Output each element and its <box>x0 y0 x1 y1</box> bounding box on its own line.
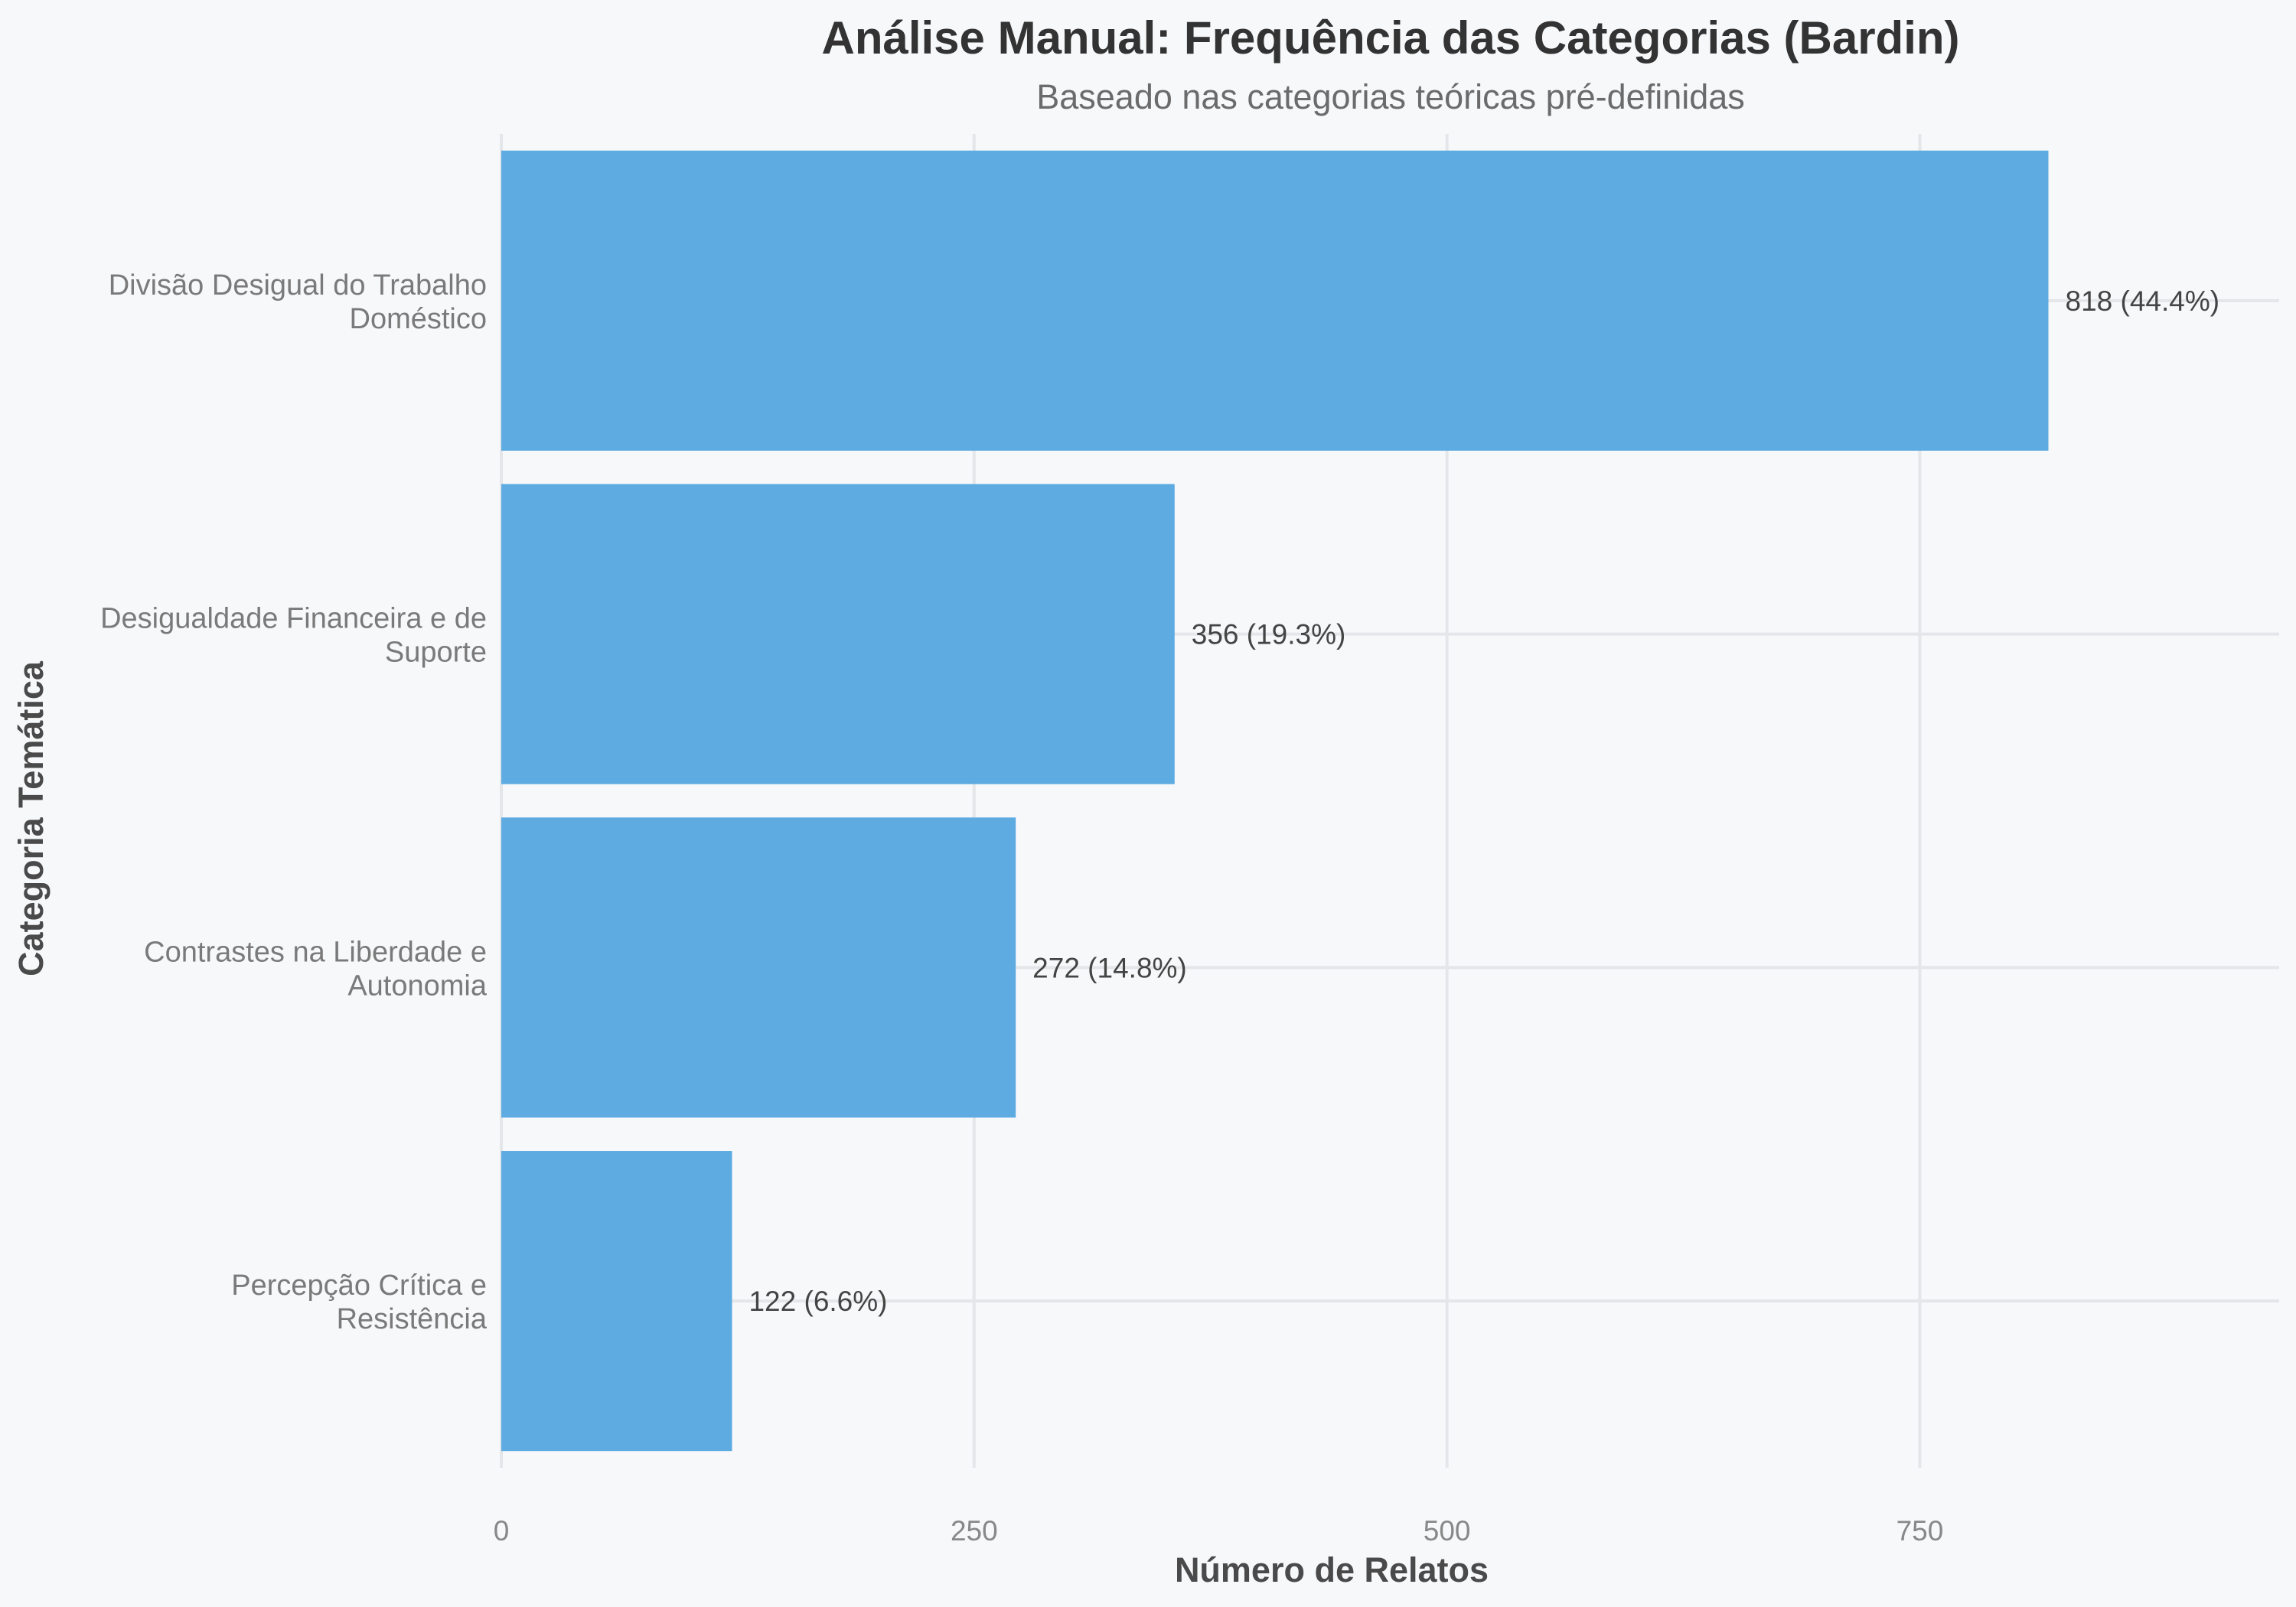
data-labels: 818 (44.4%) 356 (19.3%) 272 (14.8%) 122 (6.… <box>748 285 2219 1317</box>
x-tick-labels: 0 250 500 750 <box>494 1515 1944 1547</box>
category-label: Percepção Crítica e Resistência <box>231 1270 488 1335</box>
category-label: Desigualdade Financeira e de Suporte <box>100 603 487 669</box>
bar-value-label: 122 (6.6%) <box>748 1286 887 1317</box>
category-label: Divisão Desigual do Trabalho Doméstico <box>109 269 487 335</box>
bar <box>501 150 2049 451</box>
bar <box>501 1151 732 1452</box>
bar <box>501 484 1175 784</box>
x-tick-label: 750 <box>1896 1515 1944 1547</box>
bar-value-label: 356 (19.3%) <box>1192 619 1346 650</box>
category-label: Contrastes na Liberdade e Autonomia <box>144 936 488 1002</box>
x-tick-label: 0 <box>494 1515 510 1547</box>
bar-value-label: 272 (14.8%) <box>1032 952 1187 983</box>
bars <box>501 150 2049 1452</box>
bar <box>501 817 1016 1118</box>
x-axis-title: Número de Relatos <box>1175 1550 1489 1589</box>
category-labels: Divisão Desigual do Trabalho Doméstico Des… <box>100 269 488 1335</box>
x-tick-label: 500 <box>1424 1515 1471 1547</box>
chart-subtitle: Baseado nas categorias teóricas pré-defi… <box>1036 77 1745 116</box>
y-axis-title: Categoria Temática <box>11 660 51 976</box>
x-tick-label: 250 <box>951 1515 998 1547</box>
bar-value-label: 818 (44.4%) <box>2066 285 2220 317</box>
chart-title: Análise Manual: Frequência das Categoria… <box>821 12 1959 64</box>
